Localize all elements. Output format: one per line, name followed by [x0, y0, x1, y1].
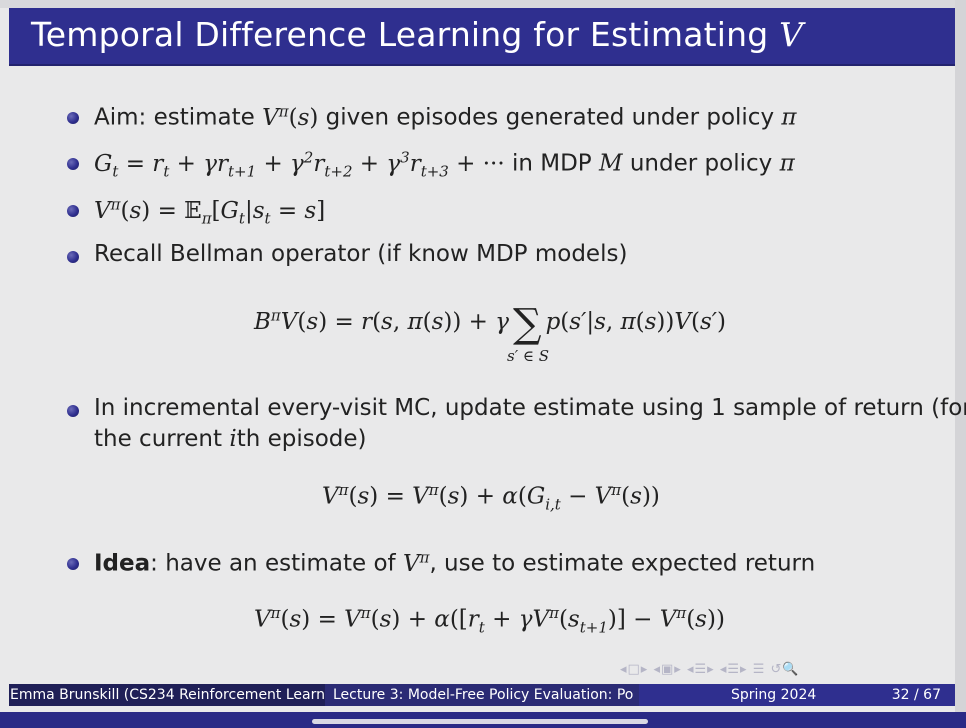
vpi-s-expr: Vπ(s): [262, 102, 319, 131]
title-variable: V: [779, 15, 804, 54]
vpi-expr: Vπ: [402, 548, 430, 577]
bullet-mc-line2: the current ith episode): [94, 426, 367, 452]
pi-symbol: π: [779, 150, 795, 177]
nav-next-frame-icon[interactable]: ◂▣▸: [653, 662, 682, 677]
bullet-icon: [67, 251, 79, 263]
bullet-idea: Idea: have an estimate of Vπ, use to est…: [94, 548, 815, 577]
nav-prev-frame-icon[interactable]: ◂□▸: [620, 662, 649, 677]
bullet-bellman: Recall Bellman operator (if know MDP mod…: [94, 241, 628, 267]
nav-subsection-icon[interactable]: ◂☰▸: [719, 662, 748, 677]
navigation-bar: ◂□▸ ◂▣▸ ◂☰▸ ◂☰▸ ☰ ↺🔍: [620, 662, 800, 677]
window-right-edge: [955, 0, 966, 728]
footer-date: Spring 2024: [731, 687, 817, 703]
title-text: Temporal Difference Learning for Estimat…: [31, 15, 780, 54]
idea-label: Idea: [94, 550, 151, 577]
idea-text: : have an estimate of: [150, 550, 403, 577]
bullet-icon: [67, 405, 79, 417]
nav-align-icon[interactable]: ☰: [752, 662, 766, 677]
footer-page-number: 32 / 67: [891, 687, 941, 703]
td-update-equation: Vπ(s) = Vπ(s) + α([rt + γVπ(st+1)] − Vπ(…: [254, 604, 725, 637]
aim-text: Aim: estimate: [94, 104, 263, 131]
slide-title: Temporal Difference Learning for Estimat…: [31, 15, 803, 54]
nav-search-icon[interactable]: ↺🔍: [770, 662, 800, 677]
i-symbol: i: [229, 426, 237, 452]
aim-rest: given episodes generated under policy: [318, 104, 782, 131]
idea-rest: , use to estimate expected return: [429, 550, 816, 577]
bullet-value-def: Vπ(s) = 𝔼π[Gt|st = s]: [94, 195, 325, 227]
window-top-edge: [0, 0, 966, 8]
mc-line2-text: the current: [94, 426, 230, 452]
nav-section-icon[interactable]: ◂☰▸: [686, 662, 715, 677]
slide-title-bar: Temporal Difference Learning for Estimat…: [9, 8, 955, 66]
bullet-icon: [67, 158, 79, 170]
mc-line2-rest: th episode): [236, 426, 367, 452]
return-equation: Gt = rt + γrt+1 + γ2rt+2 + γ3rt+3 + ···: [94, 148, 505, 181]
scroll-handle[interactable]: [312, 719, 648, 724]
return-mdp-text: in MDP: [504, 150, 599, 177]
sum-index: s′ ∈ S: [507, 347, 550, 365]
footer-author: Emma Brunskill (CS234 Reinforcement Lear…: [9, 684, 326, 706]
mc-update-equation: Vπ(s) = Vπ(s) + α(Gi,t − Vπ(s)): [322, 481, 660, 514]
bullet-icon: [67, 112, 79, 124]
footer-lecture: Lecture 3: Model-Free Policy Evaluation:…: [325, 684, 639, 706]
slide-footer: Emma Brunskill (CS234 Reinforcement Lear…: [9, 684, 955, 706]
mdp-symbol: M: [598, 150, 623, 177]
bullet-icon: [67, 205, 79, 217]
value-definition: Vπ(s) = 𝔼π[Gt|st = s]: [94, 195, 326, 228]
bullet-aim: Aim: estimate Vπ(s) given episodes gener…: [94, 102, 797, 131]
bullet-return-def: Gt = rt + γrt+1 + γ2rt+2 + γ3rt+3 + ··· …: [94, 148, 795, 180]
bullet-mc-line1: In incremental every-visit MC, update es…: [94, 395, 966, 421]
return-policy-text: under policy: [622, 150, 780, 177]
pi-symbol: π: [781, 104, 797, 131]
footer-right: Spring 2024 32 / 67: [639, 684, 955, 706]
bullet-icon: [67, 558, 79, 570]
